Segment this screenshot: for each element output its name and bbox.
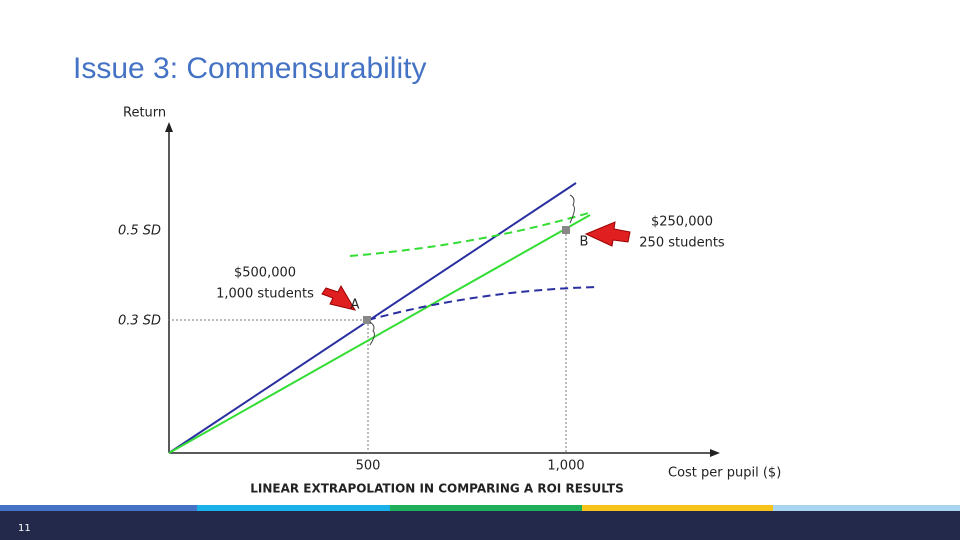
x-axis-title: Cost per pupil ($): [668, 466, 781, 481]
annotation: 1,000 students: [216, 287, 314, 302]
brace: [569, 194, 575, 224]
slide-number: 11: [18, 523, 31, 534]
footer-bar: [0, 511, 960, 540]
annotation: 250 students: [639, 236, 725, 251]
x-tick-label: 1,000: [547, 459, 584, 474]
footer-stripe: [582, 505, 773, 511]
green-line: [168, 214, 591, 454]
footer-stripe: [0, 505, 197, 511]
annotation: $500,000: [234, 266, 296, 281]
y-tick-label: 0.3 SD: [118, 314, 161, 329]
x-arrow: [710, 449, 720, 457]
caption: LINEAR EXTRAPOLATION IN COMPARING A ROI …: [250, 482, 624, 496]
green-dashed: [349, 211, 593, 257]
point-label: B: [580, 235, 589, 250]
annotation: $250,000: [651, 215, 713, 230]
slide-title: Issue 3: Commensurability: [73, 52, 426, 85]
footer-stripe: [773, 505, 960, 511]
point-a: [363, 316, 371, 324]
red-arrow: [321, 284, 357, 311]
brace: [369, 321, 375, 346]
footer-stripe: [197, 505, 390, 511]
footer-stripe: [390, 505, 582, 511]
blue-dashed: [367, 286, 599, 321]
x-tick-label: 500: [356, 459, 381, 474]
point-b: [562, 226, 570, 234]
y-axis-title: Return: [123, 106, 166, 121]
y-tick-label: 0.5 SD: [118, 224, 161, 239]
point-label: A: [351, 298, 360, 313]
y-arrow: [165, 122, 173, 132]
red-arrow: [584, 221, 631, 247]
